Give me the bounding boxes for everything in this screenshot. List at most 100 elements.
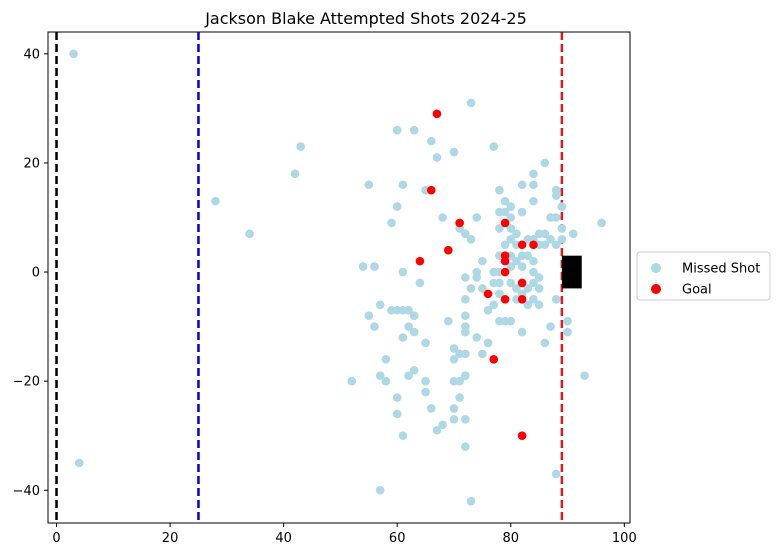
missed-shot-point bbox=[426, 404, 436, 413]
missed-shot-point bbox=[415, 278, 425, 288]
net-marker bbox=[561, 255, 582, 289]
missed-shot-point bbox=[426, 136, 436, 146]
axes: 0 20 40 60 80 100 −40 −20 0 20 40 bbox=[13, 47, 637, 546]
missed-shot-point bbox=[512, 229, 521, 239]
plot-area bbox=[55, 32, 606, 523]
missed-shot-point bbox=[421, 387, 430, 397]
y-tick-label: 0 bbox=[32, 266, 40, 281]
missed-shot-point bbox=[432, 153, 442, 162]
goal-point bbox=[500, 295, 510, 304]
missed-shot-point bbox=[381, 355, 391, 364]
missed-shot-point bbox=[398, 267, 408, 277]
missed-shot-point bbox=[404, 322, 413, 331]
missed-shot-point bbox=[483, 305, 493, 315]
missed-shot-point bbox=[364, 180, 374, 190]
missed-shot-point bbox=[563, 327, 572, 337]
goal-point bbox=[483, 289, 493, 299]
missed-shot-point bbox=[438, 213, 447, 222]
missed-shot-point bbox=[370, 262, 379, 271]
missed-shot-point bbox=[409, 311, 419, 320]
missed-shot-point bbox=[461, 311, 470, 320]
missed-shot-point bbox=[546, 235, 555, 244]
missed-shot-point bbox=[557, 235, 567, 244]
missed-shot-point bbox=[523, 251, 533, 260]
goal-point bbox=[500, 256, 510, 266]
missed-shot-point bbox=[506, 278, 516, 288]
missed-shot-point bbox=[546, 322, 555, 331]
missed-shot-point bbox=[495, 289, 504, 299]
missed-shot-point bbox=[534, 284, 544, 293]
missed-shot-point bbox=[540, 240, 550, 250]
missed-shot-point bbox=[472, 213, 481, 222]
missed-shot-point bbox=[461, 273, 470, 282]
missed-shot-point bbox=[580, 371, 589, 381]
missed-shot-point bbox=[472, 333, 481, 342]
missed-shot-point bbox=[517, 180, 527, 190]
missed-shot-point bbox=[517, 262, 527, 271]
missed-shot-point bbox=[245, 229, 254, 239]
missed-shot-point bbox=[529, 169, 538, 179]
missed-shot-point bbox=[375, 371, 385, 381]
missed-shot-point bbox=[455, 376, 464, 386]
missed-shot-point bbox=[551, 295, 561, 304]
legend-marker-1 bbox=[651, 284, 661, 294]
missed-shot-point bbox=[449, 344, 459, 353]
missed-shot-point bbox=[523, 300, 533, 310]
missed-shot-point bbox=[69, 49, 78, 59]
missed-shot-point bbox=[529, 180, 538, 190]
missed-shot-point bbox=[466, 284, 476, 293]
missed-shot-point bbox=[540, 229, 550, 239]
missed-shot-point bbox=[449, 404, 459, 413]
missed-shot-point bbox=[461, 295, 470, 304]
missed-shot-point bbox=[529, 278, 538, 288]
missed-shot-point bbox=[461, 442, 470, 451]
missed-shot-point bbox=[449, 355, 459, 364]
goal-point bbox=[415, 256, 425, 266]
x-tick-label: 60 bbox=[389, 531, 406, 546]
missed-shot-point bbox=[444, 316, 453, 326]
missed-shot-point bbox=[461, 371, 470, 381]
missed-shot-point bbox=[489, 300, 499, 310]
goal-point bbox=[517, 240, 527, 250]
legend-box bbox=[636, 251, 771, 301]
missed-shot-point bbox=[347, 376, 357, 386]
missed-shot-point bbox=[506, 224, 516, 233]
missed-shot-point bbox=[551, 240, 561, 250]
missed-shot-point bbox=[461, 349, 470, 359]
legend-label-0: Missed Shot bbox=[682, 262, 760, 277]
x-tick-label: 80 bbox=[502, 531, 519, 546]
missed-shot-point bbox=[483, 338, 493, 348]
chart-title: Jackson Blake Attempted Shots 2024-25 bbox=[204, 9, 527, 28]
missed-shot-point bbox=[512, 256, 521, 266]
missed-shot-point bbox=[404, 305, 413, 315]
missed-shot-point bbox=[495, 278, 504, 288]
missed-shot-point bbox=[461, 327, 470, 337]
missed-shot-point bbox=[421, 376, 430, 386]
series-1 bbox=[415, 109, 538, 441]
legend: Missed Shot Goal bbox=[636, 251, 771, 301]
x-tick-label: 0 bbox=[52, 531, 60, 546]
missed-shot-point bbox=[517, 327, 527, 337]
missed-shot-point bbox=[478, 349, 487, 359]
missed-shot-point bbox=[506, 213, 516, 222]
goal-point bbox=[432, 109, 442, 119]
missed-shot-point bbox=[534, 273, 544, 282]
missed-shot-point bbox=[478, 256, 487, 266]
missed-shot-point bbox=[466, 496, 476, 506]
goal-point bbox=[426, 185, 436, 195]
missed-shot-point bbox=[529, 256, 538, 266]
missed-shot-point bbox=[461, 229, 470, 239]
goal-point bbox=[455, 218, 464, 228]
goal-point bbox=[517, 295, 527, 304]
missed-shot-point bbox=[517, 207, 527, 217]
missed-shot-point bbox=[529, 267, 538, 277]
missed-shot-point bbox=[375, 485, 385, 495]
goal-point bbox=[517, 278, 527, 288]
missed-shot-point bbox=[398, 333, 408, 342]
missed-shot-point bbox=[398, 431, 408, 441]
missed-shot-point bbox=[500, 240, 510, 250]
missed-shot-point bbox=[392, 393, 402, 402]
missed-shot-point bbox=[370, 322, 379, 331]
goal-point bbox=[529, 240, 538, 250]
